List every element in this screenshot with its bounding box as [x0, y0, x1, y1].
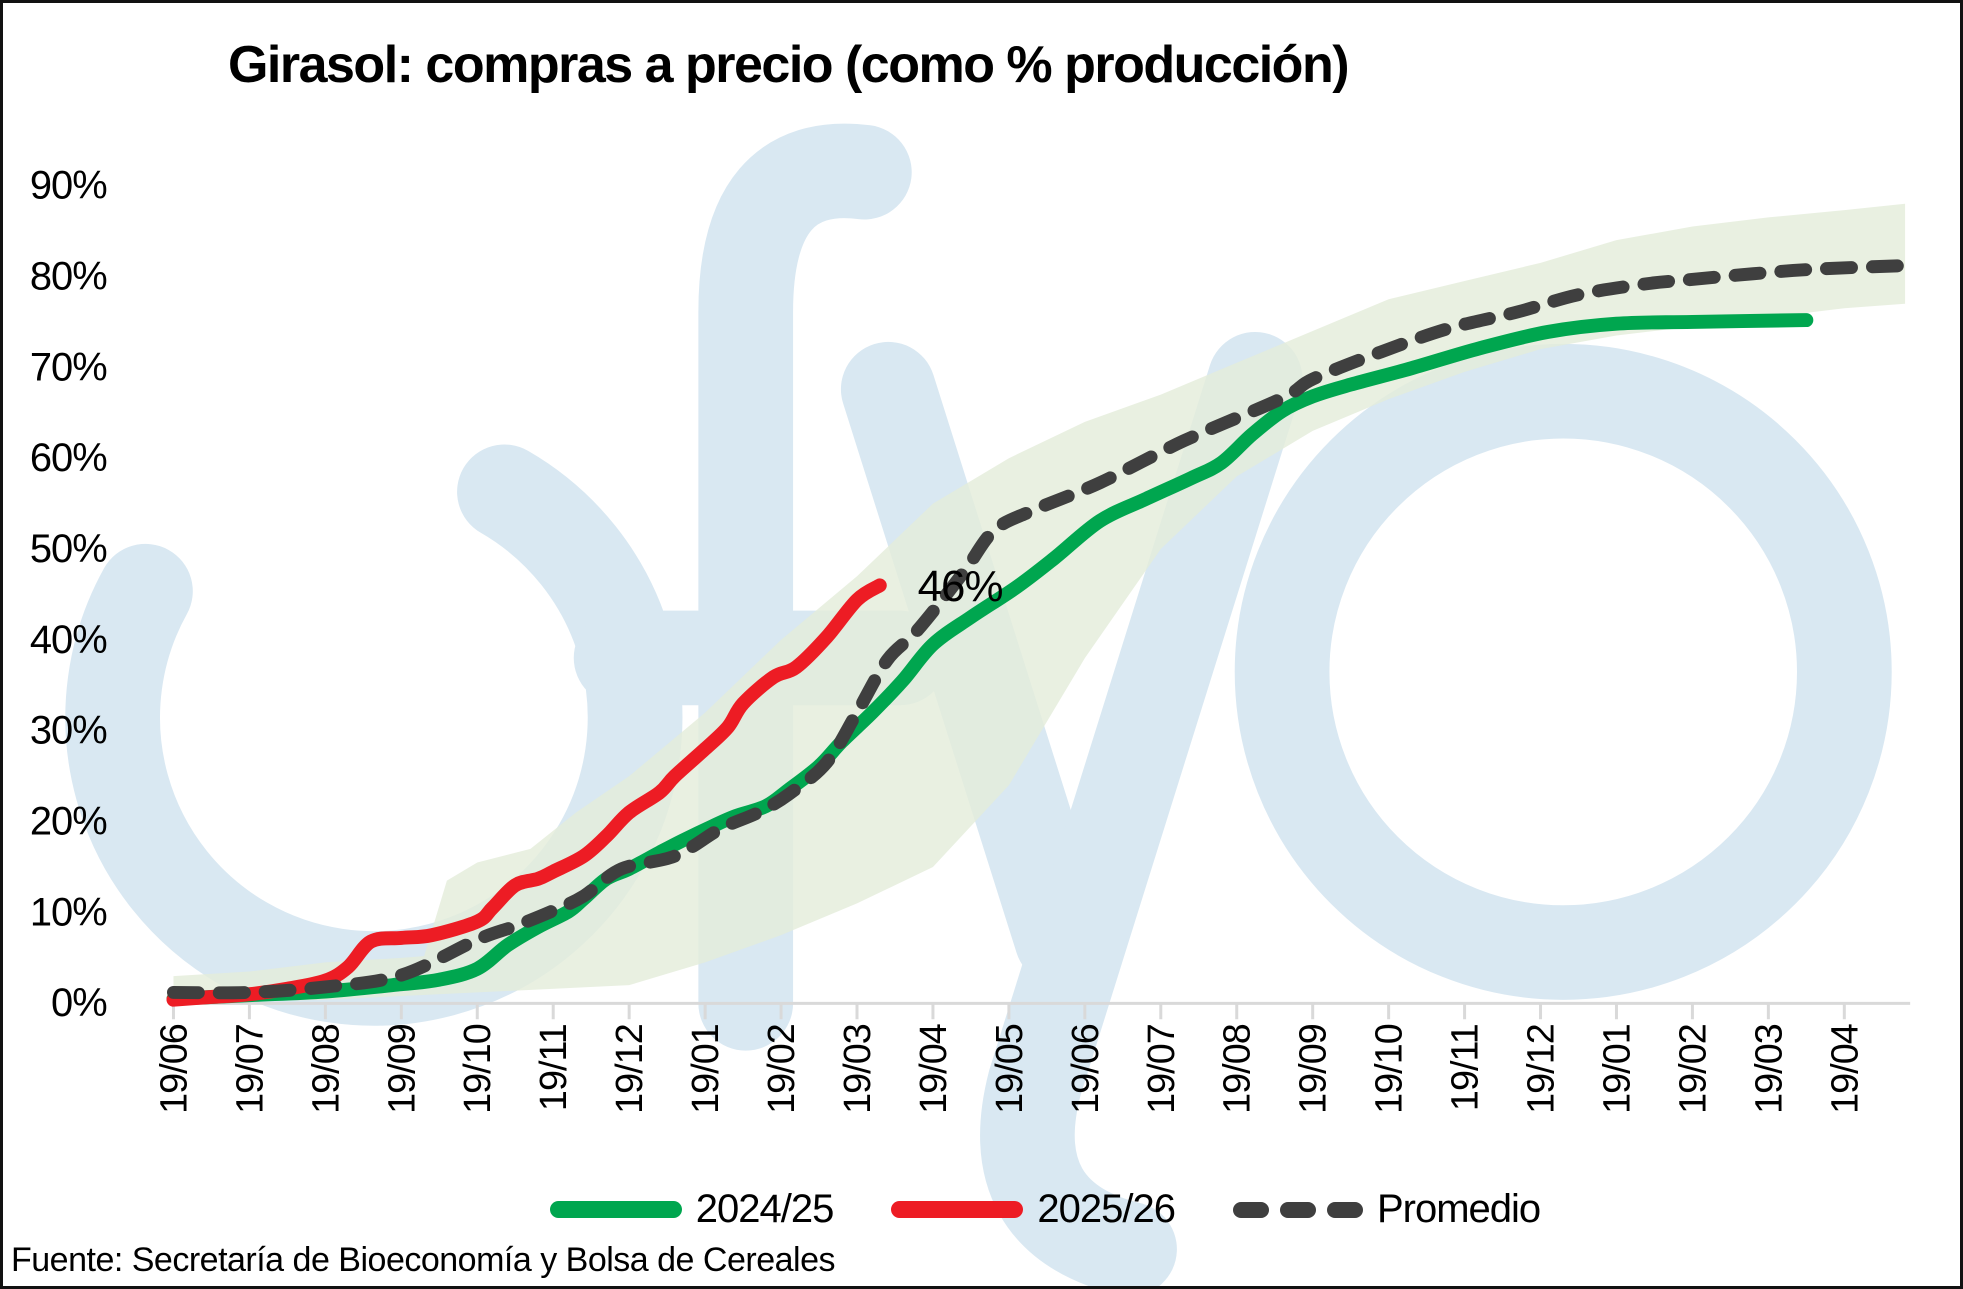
- x-axis-label: 19/09: [381, 1024, 423, 1114]
- x-axis-label: 19/07: [229, 1024, 271, 1114]
- x-axis-label: 19/06: [153, 1024, 195, 1114]
- series-line-2025-26: [166, 578, 887, 1007]
- min-max-band: [173, 203, 1906, 1004]
- x-axis-label: 19/10: [457, 1024, 499, 1114]
- x-axis-label: 19/03: [1748, 1024, 1790, 1114]
- y-axis-label: 80%: [30, 254, 107, 298]
- x-axis-label: 19/08: [1217, 1024, 1259, 1114]
- x-axis-label: 19/01: [1596, 1024, 1638, 1114]
- legend-swatch-promedio: [1232, 1201, 1363, 1218]
- fyo-watermark-f-stem: [698, 123, 912, 1051]
- fyo-watermark-y-tail: [980, 331, 1303, 1286]
- y-axis-label: 0%: [51, 981, 107, 1025]
- y-axis-label: 90%: [30, 164, 107, 208]
- x-axis-label: 19/02: [761, 1024, 803, 1114]
- x-axis-label: 19/04: [913, 1024, 955, 1114]
- x-axis-label: 19/03: [837, 1024, 879, 1114]
- y-axis-label: 20%: [30, 800, 107, 844]
- legend-swatch-2025-26: [891, 1201, 1024, 1218]
- x-axis-label: 19/12: [609, 1024, 651, 1114]
- legend-label-promedio: Promedio: [1376, 1187, 1541, 1231]
- legend-item-promedio: Promedio: [1232, 1187, 1541, 1232]
- x-axis-label: 19/11: [533, 1024, 575, 1111]
- x-axis-label: 19/11: [1445, 1024, 1487, 1111]
- source-note: Fuente: Secretaría de Bioeconomía y Bols…: [11, 1241, 835, 1279]
- x-axis-label: 19/05: [989, 1024, 1031, 1114]
- y-axis-label: 60%: [30, 436, 107, 480]
- x-axis-label: 19/07: [1141, 1024, 1183, 1114]
- x-axis-label: 19/06: [1065, 1024, 1107, 1114]
- y-axis-label: 30%: [30, 709, 107, 753]
- x-axis-label: 19/09: [1293, 1024, 1335, 1114]
- plot-area: 19/06 19/07 19/08 19/09 19/10 19/11 19/12 19/01…: [30, 123, 1912, 1286]
- series-line-2024-25: [166, 313, 1814, 1006]
- annotation-46-percent: 46%: [918, 562, 1003, 611]
- legend-swatch-2024-25: [549, 1201, 682, 1218]
- x-axis-label: 19/02: [1672, 1024, 1714, 1114]
- legend-item-2025-26: 2025/26: [891, 1187, 1176, 1232]
- y-axis-label: 40%: [30, 618, 107, 662]
- x-axis-label: 19/04: [1824, 1024, 1866, 1114]
- x-axis-label: 19/12: [1520, 1024, 1562, 1114]
- y-axis-label: 50%: [30, 527, 107, 571]
- fyo-watermark-o: [1234, 343, 1892, 1000]
- x-axis-label: 19/08: [305, 1024, 347, 1114]
- legend-label-2025-26: 2025/26: [1037, 1187, 1176, 1231]
- legend-label-2024-25: 2024/25: [695, 1187, 835, 1231]
- y-axis-label: 10%: [30, 890, 107, 934]
- legend-item-2024-25: 2024/25: [549, 1187, 835, 1232]
- x-axis-label: 19/01: [685, 1024, 727, 1114]
- x-axis-label: 19/10: [1369, 1024, 1411, 1114]
- chart-title: Girasol: compras a precio (como % produc…: [227, 36, 1350, 94]
- series-line-promedio: [166, 259, 1912, 1000]
- legend: 2024/25 2025/26 Promedio: [174, 1187, 1916, 1232]
- y-axis-label: 70%: [30, 345, 107, 389]
